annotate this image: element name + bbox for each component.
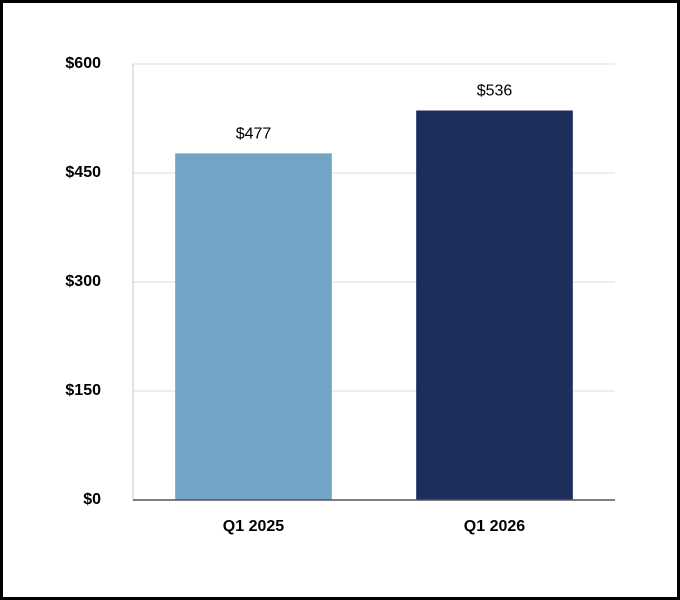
y-tick-label: $600 — [65, 55, 101, 72]
y-tick-label: $450 — [65, 164, 101, 181]
x-tick-label: Q1 2025 — [223, 518, 284, 535]
y-tick-label: $300 — [65, 273, 101, 290]
y-tick-label: $150 — [65, 382, 101, 399]
y-tick-label: $0 — [83, 491, 101, 508]
x-tick-label: Q1 2026 — [464, 518, 525, 535]
bar — [416, 110, 573, 501]
value-label: $536 — [477, 83, 513, 100]
value-label: $477 — [236, 126, 272, 143]
bar — [175, 153, 332, 500]
